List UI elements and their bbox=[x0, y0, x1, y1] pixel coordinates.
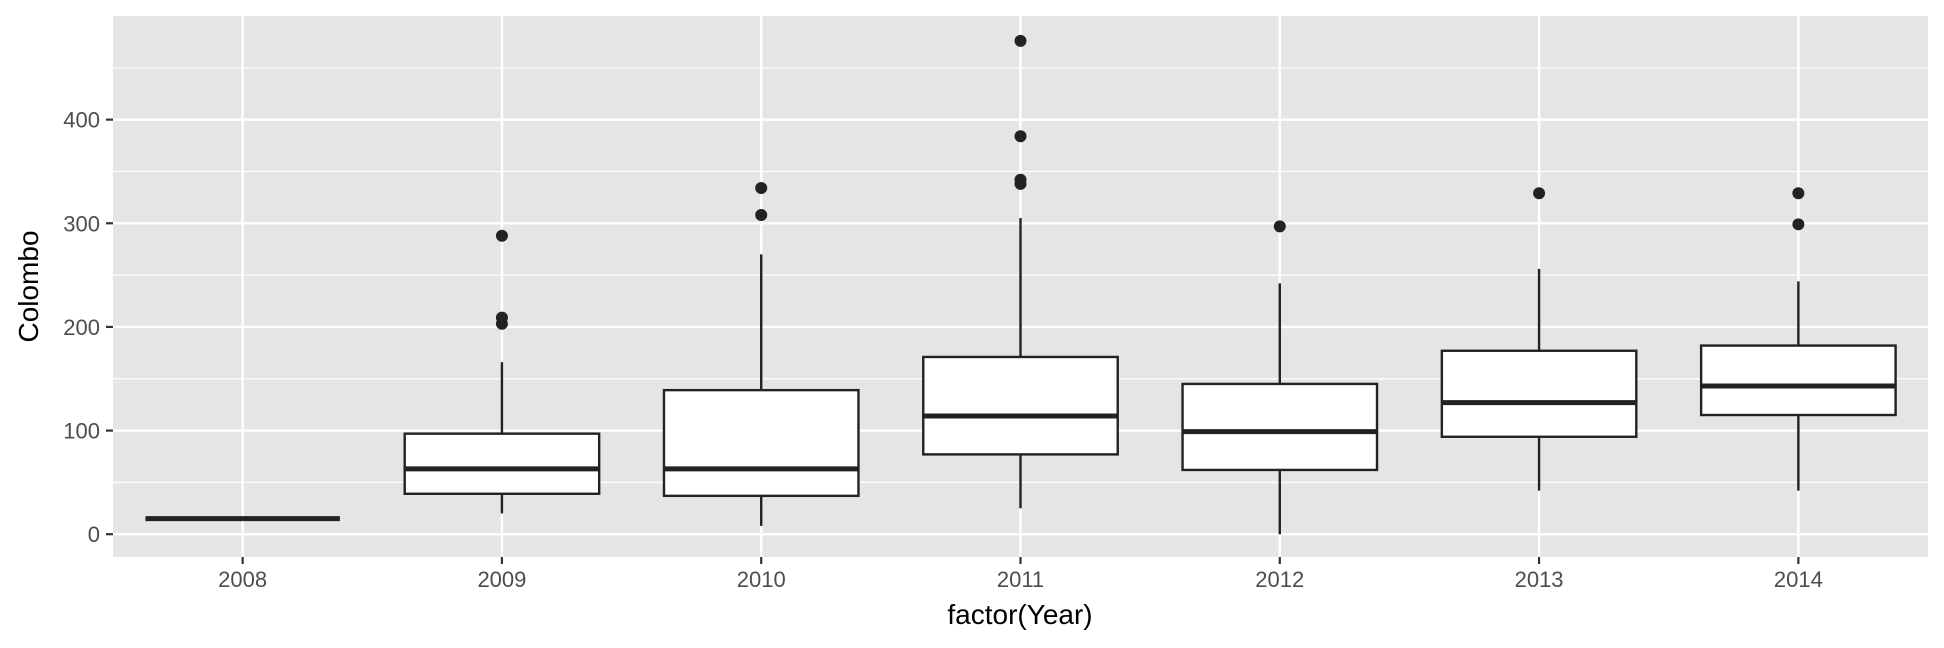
x-tick-label: 2008 bbox=[218, 567, 267, 592]
iqr-box bbox=[403, 432, 601, 495]
outlier-point bbox=[1014, 34, 1027, 47]
box-2014 bbox=[1699, 187, 1897, 491]
box-2013 bbox=[1440, 187, 1638, 491]
iqr-box bbox=[1440, 349, 1638, 438]
outlier-point bbox=[755, 208, 768, 221]
y-axis: 0 100 200 300 400 bbox=[63, 108, 113, 547]
outlier-point bbox=[1014, 173, 1027, 186]
outlier-point bbox=[1792, 218, 1805, 231]
y-tick-label: 300 bbox=[63, 211, 100, 236]
x-tick-label: 2009 bbox=[477, 567, 526, 592]
x-tick-label: 2012 bbox=[1255, 567, 1304, 592]
outlier-point bbox=[1273, 220, 1286, 233]
iqr-box bbox=[1699, 344, 1897, 417]
outlier-point bbox=[495, 311, 508, 324]
y-tick-label: 200 bbox=[63, 315, 100, 340]
x-axis-title: factor(Year) bbox=[947, 599, 1092, 630]
outlier-point bbox=[495, 229, 508, 242]
box-2011 bbox=[922, 34, 1119, 509]
x-tick-label: 2014 bbox=[1774, 567, 1823, 592]
box-2009 bbox=[403, 229, 601, 514]
outlier-point bbox=[1014, 130, 1027, 143]
x-tick-label: 2013 bbox=[1515, 567, 1564, 592]
x-tick-label: 2010 bbox=[737, 567, 786, 592]
box-plots bbox=[145, 34, 1897, 535]
outlier-point bbox=[1792, 187, 1805, 200]
x-axis: 2008 2009 2010 2011 2012 2013 2014 bbox=[218, 557, 1823, 592]
iqr-box bbox=[922, 355, 1119, 456]
y-tick-label: 400 bbox=[63, 108, 100, 133]
box-2010 bbox=[662, 182, 860, 526]
box-2012 bbox=[1181, 220, 1379, 535]
x-tick-label: 2011 bbox=[997, 567, 1044, 592]
y-tick-label: 100 bbox=[63, 419, 100, 444]
y-axis-title: Colombo bbox=[13, 230, 44, 342]
outlier-point bbox=[755, 182, 768, 195]
y-tick-label: 0 bbox=[88, 522, 100, 547]
iqr-box bbox=[1181, 382, 1379, 472]
outlier-point bbox=[1533, 187, 1546, 200]
iqr-box bbox=[662, 388, 860, 498]
